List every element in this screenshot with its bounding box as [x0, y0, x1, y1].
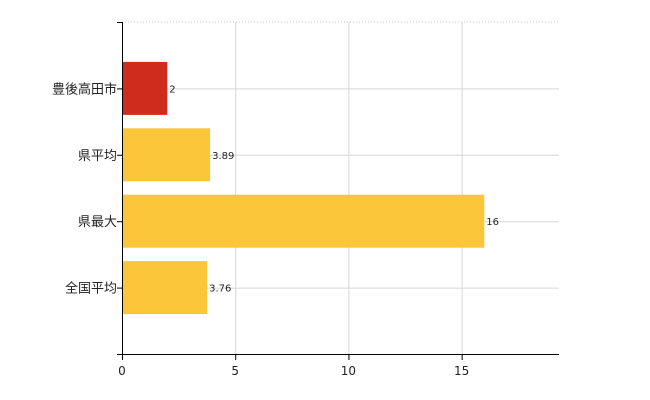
- bars: [122, 61, 485, 315]
- bar: [122, 194, 485, 248]
- data-label: 2: [169, 84, 175, 95]
- x-tick-label: 5: [231, 364, 239, 378]
- bar: [122, 261, 208, 315]
- category-label: 県最大: [78, 215, 117, 230]
- data-label: 3.89: [212, 151, 234, 162]
- x-tick-label: 0: [118, 364, 126, 378]
- category-label: 全国平均: [65, 281, 117, 297]
- category-label: 県平均: [78, 149, 117, 164]
- data-label: 16: [486, 217, 499, 228]
- x-tick-label: 15: [454, 364, 469, 378]
- data-label: 3.76: [209, 284, 231, 295]
- labels: 0 5 10 15 豊後高田市 2 県平均 3.89 県最大 16 全国平均 3.76: [52, 81, 499, 378]
- x-tick-label: 10: [341, 364, 356, 378]
- axes: [117, 22, 559, 360]
- bar: [122, 61, 168, 115]
- category-label: 豊後高田市: [52, 81, 117, 97]
- bar: [122, 128, 211, 182]
